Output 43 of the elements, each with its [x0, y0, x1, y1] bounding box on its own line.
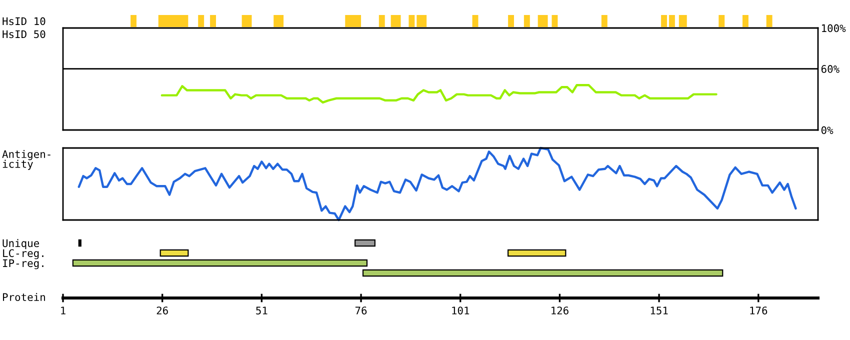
y-tick-label: 60% — [821, 65, 840, 73]
y-axis-title: HsID 50 — [2, 30, 46, 38]
bar — [242, 15, 252, 27]
bar — [274, 15, 284, 27]
y-tick-label: LC-reg. — [3, 249, 44, 260]
bar — [668, 15, 675, 27]
x-tick-label: 126 — [552, 306, 568, 314]
line-series — [160, 84, 718, 104]
bar — [742, 15, 748, 27]
bar — [601, 15, 608, 27]
y-tick-label: IP-reg. — [3, 259, 44, 270]
x-tick-label: 176 — [750, 306, 768, 314]
x-tick-label: 76 — [355, 306, 367, 314]
bar — [378, 15, 385, 27]
y-tick-label: 100% — [822, 24, 846, 32]
x-tick-label: 1 — [61, 306, 66, 314]
y-tick-label: HsID 10 — [2, 17, 46, 26]
bar — [524, 15, 530, 27]
bar — [678, 15, 687, 27]
x-tick-label: 26 — [156, 306, 168, 314]
bar — [210, 15, 216, 27]
bar — [416, 15, 427, 27]
y-axis-title: Antigen- icity — [2, 150, 50, 170]
x-axis-title: Protein — [3, 292, 45, 302]
bar — [661, 15, 667, 27]
bar — [198, 15, 204, 27]
x-tick-label: 101 — [452, 306, 470, 314]
bar — [158, 15, 188, 27]
bar — [538, 15, 548, 27]
bar — [408, 15, 415, 27]
bar — [345, 15, 362, 27]
bar — [390, 15, 401, 27]
bar — [508, 15, 514, 27]
bar — [354, 239, 376, 247]
bar — [766, 15, 772, 27]
bar — [718, 15, 725, 27]
y-tick-label: Unique — [2, 239, 40, 250]
y-tick-label: 0% — [821, 126, 834, 134]
bar — [552, 15, 558, 27]
x-tick-label: 51 — [256, 306, 268, 314]
x-tick-label: 151 — [650, 306, 668, 314]
bar — [472, 15, 478, 27]
bar — [130, 15, 137, 27]
